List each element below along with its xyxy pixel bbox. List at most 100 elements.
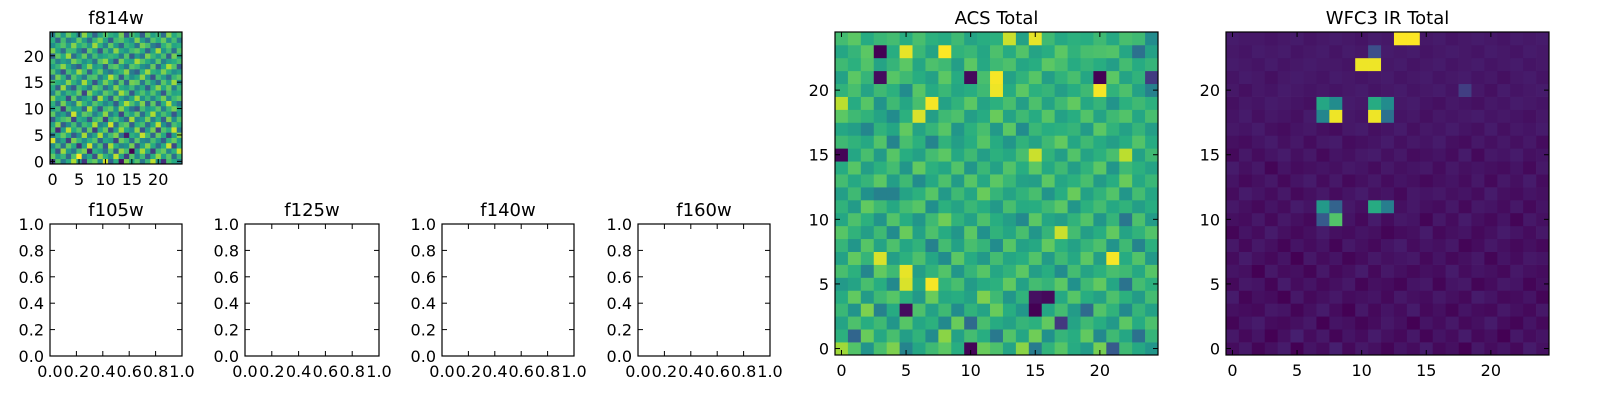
acs-total-cell <box>1054 264 1068 278</box>
wfc3-ir-total-cell <box>1342 44 1356 59</box>
f814w-cell <box>50 116 56 123</box>
f814w-cell <box>81 68 88 75</box>
acs-total-cell <box>1015 174 1030 188</box>
f814w-cell <box>65 132 72 138</box>
wfc3-ir-total-cell <box>1393 251 1408 265</box>
f814w-cell <box>166 142 172 149</box>
f814w-cell <box>97 105 104 112</box>
acs-total-cell <box>886 57 900 72</box>
wfc3-ir-total-cell <box>1316 342 1330 356</box>
wfc3-ir-total-cell <box>1303 32 1317 46</box>
f814w-cell <box>65 158 72 165</box>
f814w-cell <box>71 100 77 107</box>
f814w-cell <box>123 105 130 112</box>
f814w-cell <box>155 100 162 107</box>
f814w-cell <box>118 158 125 165</box>
f814w-cell <box>97 111 104 117</box>
acs-total-cell <box>1080 277 1094 291</box>
wfc3-ir-total-cell <box>1290 83 1304 97</box>
f814w-cell <box>92 47 98 54</box>
acs-total-cell <box>1002 148 1017 162</box>
f814w-cell <box>50 95 56 101</box>
wfc3-ir-total-cell <box>1381 148 1395 162</box>
acs-total-cell <box>1028 238 1043 252</box>
acs-total-cell <box>1119 290 1133 304</box>
f140w-x-tick-label: 0.8 <box>535 362 560 381</box>
f814w-cell <box>155 58 162 65</box>
wfc3-ir-total-cell <box>1368 44 1382 59</box>
wfc3-ir-total-cell <box>1484 303 1498 317</box>
f814w-cell <box>102 137 109 144</box>
f814w-cell <box>134 142 141 149</box>
acs-total-cell <box>1119 83 1133 97</box>
wfc3-ir-total-cell <box>1432 161 1446 175</box>
acs-total-cell <box>835 264 849 278</box>
acs-total-cell <box>1067 277 1081 291</box>
acs-total-cell <box>912 342 926 356</box>
f814w-cell <box>108 84 114 91</box>
f814w-cell <box>108 95 114 101</box>
acs-total-cell <box>873 174 888 188</box>
f814w-cell <box>113 158 119 165</box>
wfc3-ir-total-cell <box>1355 264 1369 278</box>
acs-total-cell <box>951 96 965 110</box>
acs-total-cell <box>1132 57 1146 72</box>
f814w-cell <box>76 74 83 80</box>
acs-total-cell <box>925 251 939 265</box>
wfc3-ir-total-cell <box>1393 238 1408 252</box>
f140w-x-tick-label: 0.4 <box>482 362 507 381</box>
wfc3-ir-total-cell <box>1316 83 1330 97</box>
f814w-cell <box>134 95 141 101</box>
acs-total-cell <box>912 199 926 214</box>
acs-total-cell <box>951 57 965 72</box>
acs-total-cell <box>1041 290 1055 304</box>
f814w-cell <box>139 68 146 75</box>
wfc3-ir-total-cell <box>1303 225 1317 240</box>
f814w-cell <box>171 121 178 128</box>
f814w-cell <box>171 53 178 59</box>
acs-total-cell <box>886 187 900 201</box>
wfc3-ir-total-cell <box>1226 57 1240 72</box>
wfc3-ir-total-cell <box>1523 277 1537 291</box>
f814w-cell <box>55 111 61 117</box>
wfc3-ir-total-cell <box>1381 122 1395 136</box>
f814w-cell <box>123 47 130 54</box>
f814w-cell <box>150 37 156 43</box>
f814w-cell <box>71 158 77 165</box>
acs-total-cell <box>1002 264 1017 278</box>
f814w-x-tick-label: 20 <box>148 170 168 189</box>
acs-total-cell <box>1145 290 1159 304</box>
wfc3-ir-total-cell <box>1419 199 1434 214</box>
wfc3-ir-total-cell <box>1238 70 1253 85</box>
wfc3-ir-total-cell <box>1536 32 1550 46</box>
f814w-cell <box>50 90 56 96</box>
f814w-cell <box>171 111 178 117</box>
wfc3-ir-total-cell <box>1342 70 1356 85</box>
wfc3-ir-total-cell <box>1393 329 1408 343</box>
wfc3-ir-total-cell <box>1406 264 1421 278</box>
wfc3-ir-total-cell <box>1251 32 1266 46</box>
wfc3-ir-total-cell <box>1238 277 1253 291</box>
f814w-cell <box>108 74 114 80</box>
f814w-cell <box>97 74 104 80</box>
f125w-y-tick-label: 0.2 <box>214 321 239 340</box>
acs-total-cell <box>925 135 939 149</box>
wfc3-ir-total-cell <box>1471 329 1485 343</box>
wfc3-ir-total-cell <box>1226 264 1240 278</box>
f814w-cell <box>102 58 109 65</box>
wfc3-ir-total-cell <box>1277 225 1291 240</box>
acs-total-cell <box>977 251 991 265</box>
acs-total-cell <box>1080 44 1094 59</box>
acs-total-cell <box>1041 70 1055 85</box>
acs-total-cell <box>835 212 849 227</box>
acs-total-cell <box>1002 83 1017 97</box>
acs-total-cell <box>899 225 913 240</box>
wfc3-ir-total-cell <box>1510 44 1524 59</box>
wfc3-ir-total-cell <box>1329 44 1343 59</box>
wfc3-ir-total-cell <box>1536 122 1550 136</box>
f814w-cell <box>118 127 125 133</box>
wfc3-ir-total-cell <box>1329 277 1343 291</box>
acs-total-cell <box>835 135 849 149</box>
wfc3-ir-total-cell <box>1406 135 1421 149</box>
